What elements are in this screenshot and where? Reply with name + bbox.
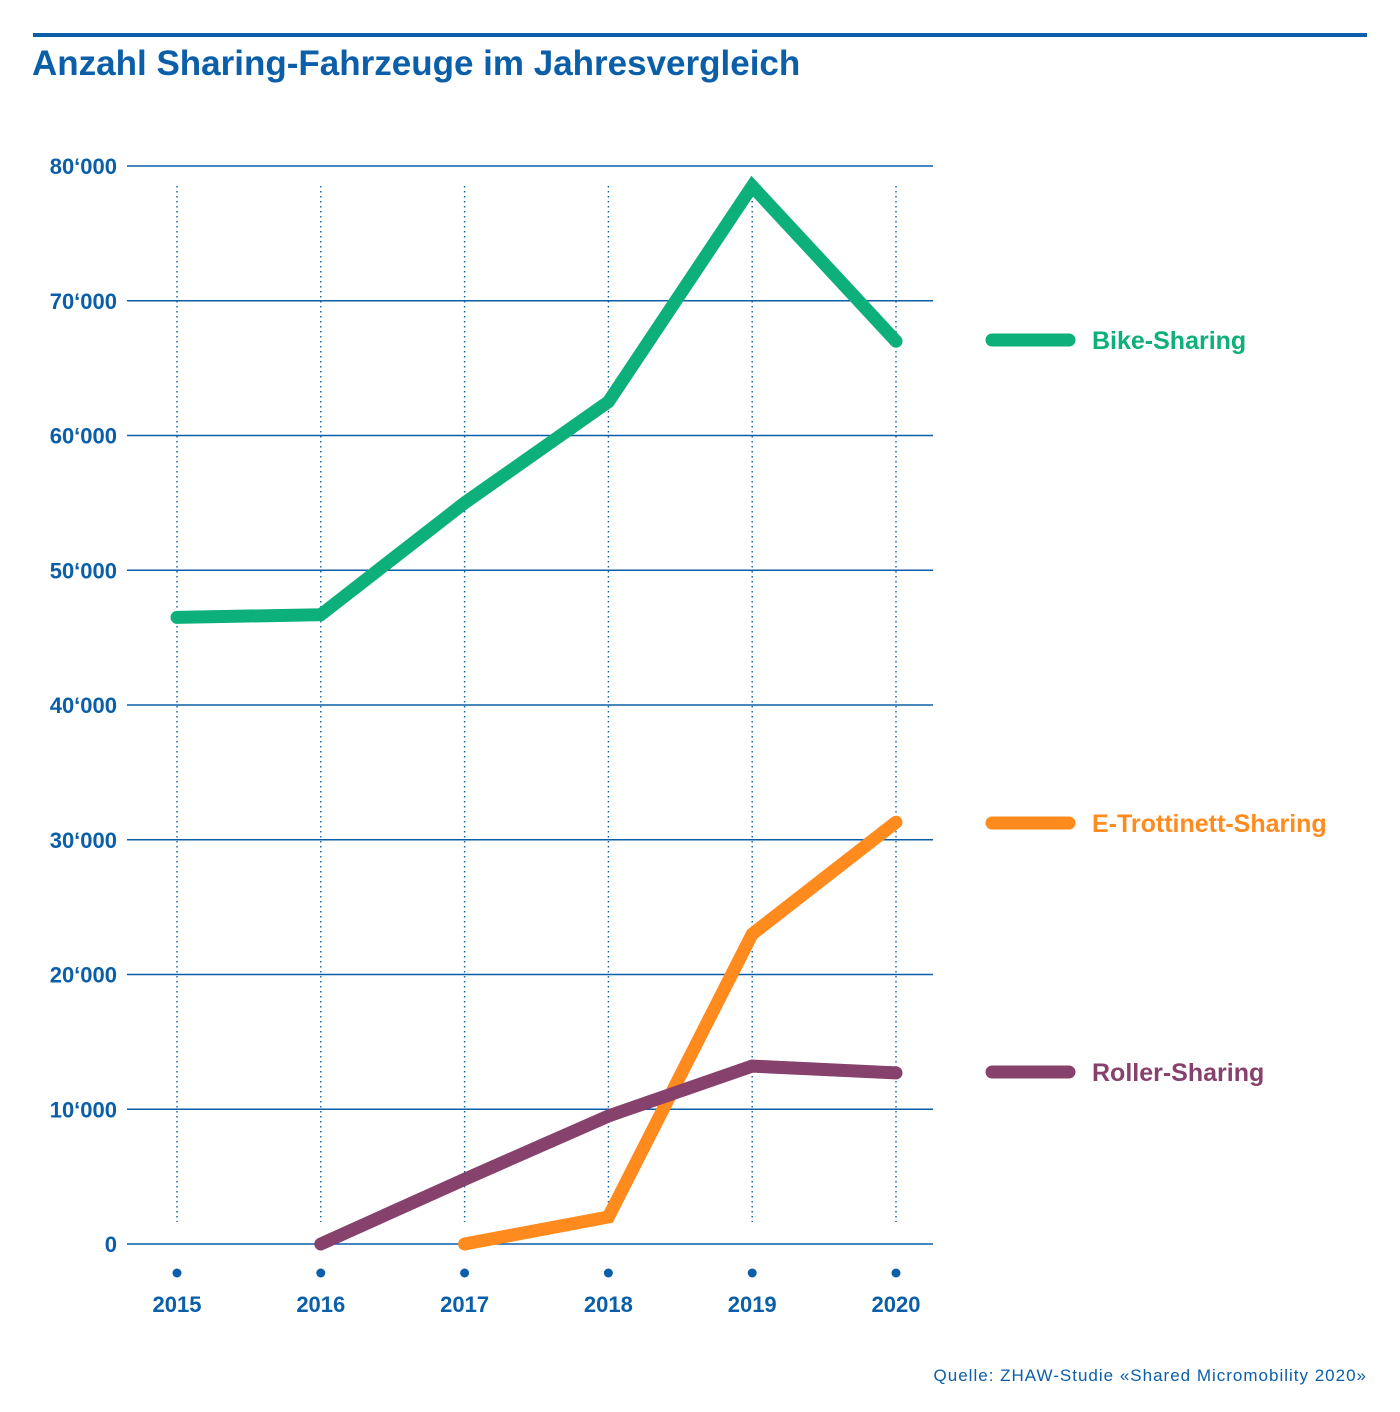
x-axis-tick-dots: [172, 1268, 901, 1278]
x-tick-dot: [316, 1268, 326, 1278]
top-rule: [33, 33, 1367, 37]
y-tick-label: 20‘000: [50, 963, 117, 988]
x-tick-dot: [460, 1268, 470, 1278]
x-tick-label: 2020: [872, 1292, 921, 1317]
x-axis-tick-labels: 2015 2016 2017 2018 2019 2020: [153, 1292, 921, 1317]
y-tick-label: 50‘000: [50, 558, 117, 583]
series-line: [458, 815, 903, 1251]
series-lines: [170, 175, 903, 1251]
x-tick-label: 2017: [440, 1292, 489, 1317]
y-tick-label: 10‘000: [50, 1097, 117, 1122]
legend-label: E-Trottinett-Sharing: [1092, 810, 1327, 838]
x-tick-dot: [891, 1268, 901, 1278]
y-tick-label: 80‘000: [50, 154, 117, 179]
x-tick-label: 2018: [584, 1292, 633, 1317]
y-tick-label: 70‘000: [50, 289, 117, 314]
x-tick-dot: [603, 1268, 613, 1278]
series-line: [170, 175, 903, 624]
y-axis-tick-labels: 0 10‘000 20‘000 30‘000 40‘000 50‘000 60‘000 70‘…: [50, 154, 117, 1257]
x-tick-dot: [747, 1268, 757, 1278]
legend-label: Bike-Sharing: [1092, 327, 1246, 355]
horizontal-gridlines: [127, 165, 933, 1245]
y-tick-label: 40‘000: [50, 693, 117, 718]
chart-title: Anzahl Sharing-Fahrzeuge im Jahresvergle…: [32, 44, 801, 83]
series-line: [314, 1059, 903, 1251]
legend: Bike-Sharing E-Trottinett-Sharing Roller-S…: [985, 327, 1327, 1087]
y-tick-label: 30‘000: [50, 828, 117, 853]
legend-label: Roller-Sharing: [1092, 1059, 1264, 1087]
x-tick-dot: [172, 1268, 182, 1278]
x-tick-label: 2016: [296, 1292, 345, 1317]
x-tick-label: 2015: [153, 1292, 202, 1317]
y-tick-label: 0: [105, 1232, 117, 1257]
y-tick-label: 60‘000: [50, 424, 117, 449]
source-note: Quelle: ZHAW-Studie «Shared Micromobilit…: [933, 1366, 1367, 1385]
x-tick-label: 2019: [728, 1292, 777, 1317]
